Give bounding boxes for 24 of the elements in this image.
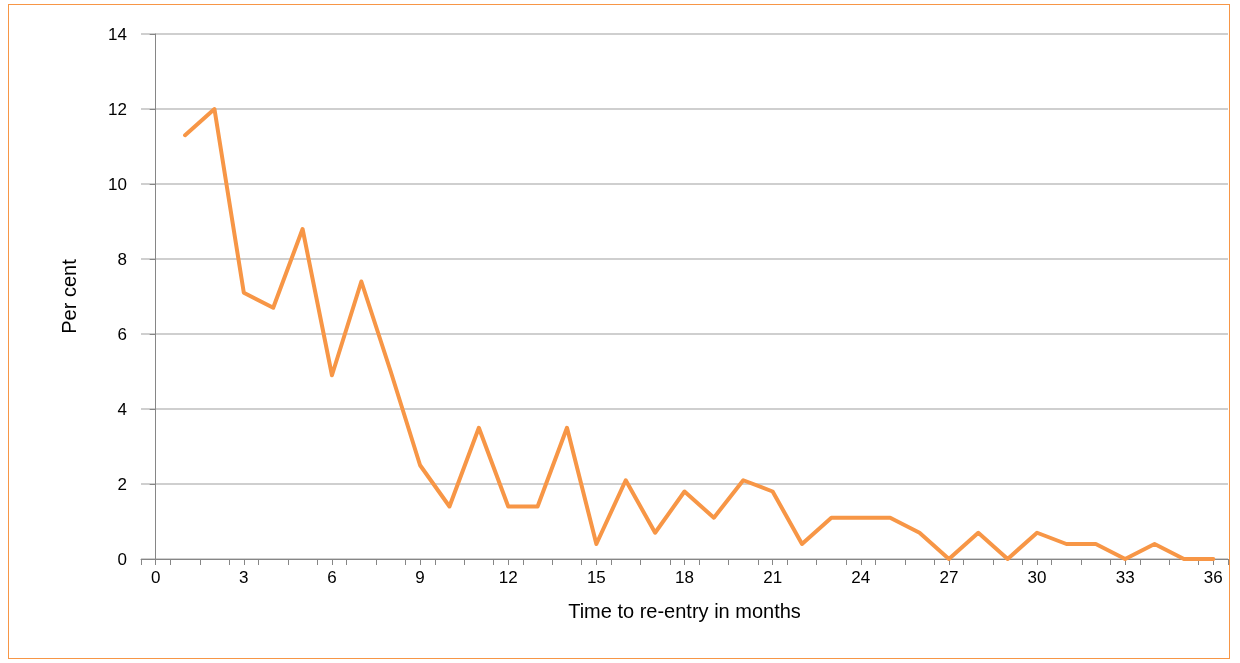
x-tick-label: 33: [1115, 568, 1135, 587]
x-axis-title: Time to re-entry in months: [568, 600, 801, 622]
y-tick-label: 2: [117, 474, 127, 494]
line-series: [183, 107, 1216, 561]
x-tick-label: 18: [675, 568, 694, 587]
x-tick-label: 9: [415, 568, 425, 587]
y-tick-label: 4: [117, 399, 127, 419]
x-tick-label: 30: [1027, 568, 1047, 587]
y-tick-label: 14: [108, 24, 127, 44]
x-tick-label: 12: [498, 568, 518, 587]
x-tick-label: 15: [586, 568, 606, 587]
x-tick-label: 3: [239, 568, 249, 587]
x-tick-label: 0: [150, 568, 161, 587]
y-tick-label: 8: [117, 249, 127, 269]
y-tick-label: 12: [108, 99, 127, 119]
x-tick-label: 6: [327, 568, 337, 587]
y-tick-label: 10: [108, 174, 127, 194]
y-axis-title: Per cent: [58, 258, 80, 334]
x-tick-label: 21: [763, 568, 783, 587]
x-tick-label: 36: [1203, 568, 1223, 587]
y-tick-label: 0: [117, 549, 127, 569]
x-tick-label: 27: [939, 568, 959, 587]
y-tick-label: 6: [117, 324, 127, 344]
x-tick-label: 24: [851, 568, 871, 587]
